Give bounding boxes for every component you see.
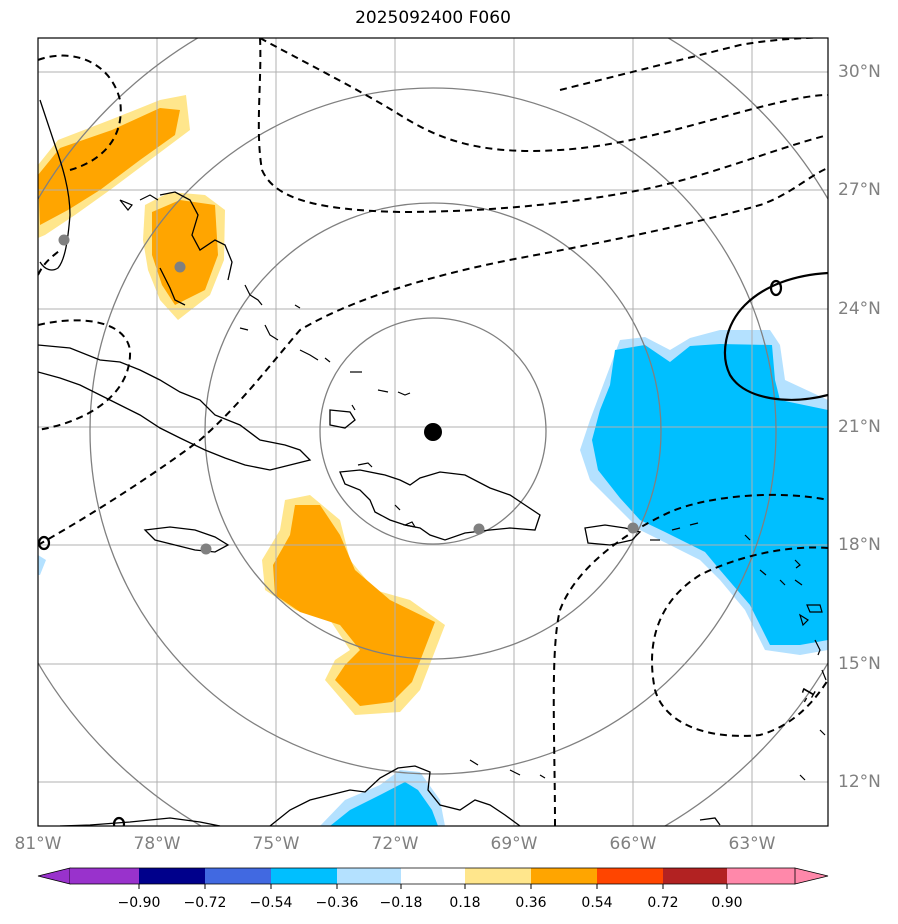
colorbar-label: −0.72 bbox=[183, 895, 227, 911]
colorbar-label: 0.90 bbox=[711, 895, 743, 911]
range-rings bbox=[38, 38, 828, 826]
lat-label: 27°N bbox=[838, 180, 881, 200]
city-san-juan bbox=[627, 522, 639, 534]
map-title: 2025092400 F060 bbox=[355, 8, 511, 28]
storm-center-marker bbox=[424, 423, 442, 441]
colorbar-label: 0.72 bbox=[647, 895, 679, 911]
small-islands bbox=[119, 194, 827, 781]
contour-label: -1 bbox=[795, 683, 821, 708]
graticule bbox=[38, 38, 828, 826]
lat-label: 30°N bbox=[838, 62, 881, 82]
city-markers bbox=[58, 234, 639, 555]
city-santo-domingo bbox=[473, 523, 485, 535]
colorbar-label: 0.36 bbox=[515, 895, 547, 911]
lat-label: 24°N bbox=[838, 299, 881, 319]
map-frame bbox=[37, 37, 829, 827]
lat-label: 18°N bbox=[838, 535, 881, 555]
lat-label: 12°N bbox=[838, 772, 881, 792]
coastlines bbox=[38, 99, 721, 826]
lon-label: 78°W bbox=[133, 834, 181, 854]
lat-label: 21°N bbox=[838, 417, 881, 437]
colorbar-label: 0.18 bbox=[449, 895, 481, 911]
city-miami bbox=[58, 234, 70, 246]
colorbar-label: −0.36 bbox=[315, 895, 359, 911]
positive-contour bbox=[38, 271, 828, 826]
lon-label: 75°W bbox=[252, 834, 300, 854]
lon-label: 81°W bbox=[14, 834, 62, 854]
positive-anomaly-fill bbox=[38, 95, 445, 715]
lon-label: 63°W bbox=[728, 834, 776, 854]
lon-label: 66°W bbox=[609, 834, 657, 854]
negative-contours bbox=[38, 38, 828, 826]
lon-label: 72°W bbox=[371, 834, 419, 854]
city-nassau bbox=[174, 261, 186, 273]
negative-anomaly-fill bbox=[38, 330, 828, 826]
colorbar-label: −0.54 bbox=[249, 895, 293, 911]
colorbar-label: 0.54 bbox=[581, 895, 613, 911]
city-kingston bbox=[200, 543, 212, 555]
colorbar-label: −0.18 bbox=[379, 895, 423, 911]
lat-label: 15°N bbox=[838, 654, 881, 674]
colorbar bbox=[37, 867, 829, 889]
lon-label: 69°W bbox=[490, 834, 538, 854]
colorbar-label: −0.90 bbox=[117, 895, 161, 911]
